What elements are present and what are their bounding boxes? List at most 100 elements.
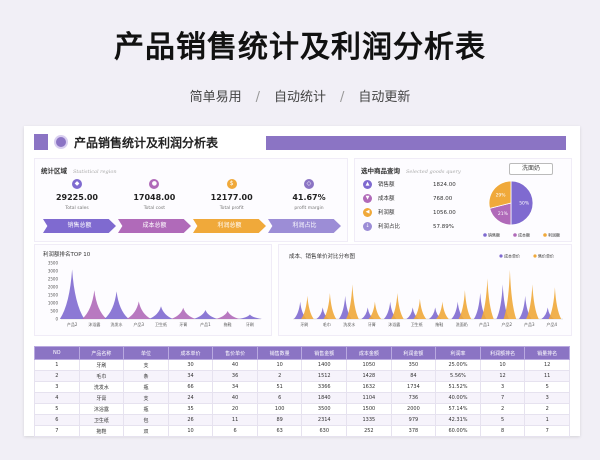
column-header[interactable]: 单位 — [123, 346, 169, 360]
column-header[interactable]: NO — [34, 346, 80, 360]
pie-slice — [510, 180, 534, 226]
table-cell: 拖鞋 — [78, 425, 125, 437]
comparison-bar — [293, 301, 307, 319]
kpi-row: ◆ 29225.00 Total sales ● 17048.00 Total cost $… — [47, 179, 339, 215]
column-header[interactable]: 产品名称 — [78, 346, 125, 360]
x-tick-label: 沐浴露 — [388, 321, 400, 327]
pie-legend-label: 销售额 — [488, 232, 500, 238]
column-header[interactable]: 利润额排名 — [479, 346, 526, 360]
table-cell: 1512 — [301, 370, 348, 382]
x-tick-label: 洗面奶 — [456, 321, 468, 327]
table-cell: 5 — [524, 381, 570, 393]
column-header[interactable]: 销量排名 — [524, 346, 570, 360]
pie-legend-swatch — [483, 233, 487, 237]
profit-ranking-chart: 利润额排名TOP 10 0 500 1000 1500 2000 2500 3000 3500 产… — [43, 250, 263, 327]
table-cell: 51.52% — [435, 381, 481, 393]
table-cell: 4 — [34, 392, 80, 404]
comparison-bar — [481, 278, 494, 319]
table-cell: 24 — [167, 392, 214, 404]
comparison-bar — [391, 293, 404, 319]
table-cell: 沐浴露 — [78, 403, 125, 415]
column-header[interactable]: 销售数量 — [256, 346, 303, 360]
product-select[interactable]: 洗面奶 — [509, 163, 553, 175]
table-cell: 瓶 — [123, 403, 169, 415]
comparison-bar — [503, 269, 517, 319]
kpi-value: 41.67% — [292, 193, 326, 202]
comparison-bar — [458, 290, 472, 319]
kpi-label: Total profit — [219, 206, 244, 211]
x-tick-label: 产品2 — [501, 321, 512, 327]
x-tick-label: 洗发水 — [111, 321, 123, 327]
column-header[interactable]: 利润金额 — [390, 346, 437, 360]
table-row: 1 牙刷支 30 40 10 1400 1050 350 25.00% 10 12 — [34, 359, 570, 371]
x-tick-label: 洗发水 — [343, 321, 355, 327]
legend-label: 成本单价 — [504, 253, 520, 259]
pie-legend-label: 利润额 — [548, 232, 560, 238]
stats-title: 统计区域 Statistical region — [41, 167, 117, 175]
table-cell: 1632 — [346, 381, 392, 393]
y-tick-label: 1000 — [48, 301, 59, 306]
query-row-icon: ▼ — [363, 194, 372, 203]
table-cell: 1734 — [390, 381, 437, 393]
query-row: ▲ 销售额 1824.00 — [363, 179, 473, 193]
table-cell: 26 — [167, 414, 214, 426]
kpi-arrows: 销售总额 成本总额 利润总额 利润占比 — [43, 219, 341, 233]
table-body: 1 牙刷支 30 40 10 1400 1050 350 25.00% 10 12 2 毛巾条 34 36 2… — [34, 359, 570, 437]
table-cell: 1400 — [301, 359, 348, 371]
pie-label: 29% — [496, 192, 507, 198]
x-tick-label: 拖鞋 — [224, 321, 232, 327]
column-header[interactable]: 成本金额 — [346, 346, 392, 360]
coin-icon: $ — [226, 179, 237, 189]
table-cell: 63 — [256, 425, 303, 437]
table-cell: 3500 — [301, 403, 348, 415]
table-cell: 51 — [256, 381, 303, 393]
query-row-value: 1056.00 — [433, 210, 456, 216]
y-tick-label: 2000 — [48, 285, 59, 290]
table-cell: 5 — [479, 414, 526, 426]
y-tick-label: 3000 — [48, 269, 59, 274]
ranking-bar — [126, 301, 151, 319]
query-row-label: 销售额 — [378, 182, 395, 188]
table-cell: 3 — [34, 381, 80, 393]
column-header[interactable]: 成本单价 — [167, 346, 214, 360]
column-header[interactable]: 销售金额 — [301, 346, 348, 360]
comparison-bar — [413, 298, 427, 319]
table-cell: 1050 — [346, 359, 392, 371]
feature-tags: 简单易用 / 自动统计 / 自动更新 — [0, 86, 600, 105]
column-header[interactable]: 利润率 — [435, 346, 481, 360]
table-cell: 洗发水 — [78, 381, 125, 393]
ranking-bar — [193, 310, 218, 319]
table-cell: 40 — [212, 359, 258, 371]
table-cell: 12 — [479, 370, 526, 382]
table-cell: 1500 — [346, 403, 392, 415]
kpi-arrow-0: 销售总额 — [43, 219, 116, 233]
kpi-value: 29225.00 — [55, 193, 98, 202]
table-cell: 条 — [123, 370, 169, 382]
table-cell: 979 — [390, 414, 437, 426]
table-cell: 包 — [123, 414, 169, 426]
table-cell: 2 — [256, 370, 303, 382]
table-header-row: NO 产品名称 单位 成本单价 售价单价 销售数量 销售金额 成本金额 利润金额 利润率 利润额排名… — [34, 346, 570, 360]
x-tick-label: 卫生纸 — [411, 321, 423, 327]
x-tick-label: 拖鞋 — [435, 321, 443, 327]
table-cell: 1428 — [346, 370, 392, 382]
x-tick-label: 产品3 — [524, 321, 535, 327]
table-row: 4 牙膏支 24 40 6 1840 1104 736 40.00% 7 3 — [34, 392, 570, 404]
x-tick-label: 产品2 — [67, 321, 78, 327]
query-row-value: 768.00 — [433, 196, 453, 202]
table-cell: 3 — [524, 392, 570, 404]
column-header[interactable]: 售价单价 — [212, 346, 258, 360]
query-row-icon: ↓ — [363, 222, 372, 231]
query-row: ◀ 利润额 1056.00 — [363, 207, 473, 221]
ranking-bar — [82, 290, 107, 319]
table-cell: 7 — [479, 392, 526, 404]
kpi-arrow-1: 成本总额 — [118, 219, 191, 233]
legend-swatch — [533, 254, 537, 258]
pie-label: 21% — [498, 211, 509, 217]
table-cell: 34 — [167, 370, 214, 382]
table-cell: 1104 — [346, 392, 392, 404]
query-panel: 选中商品查询 Selected goods query 洗面奶 ▲ 销售额 1824.… — [354, 158, 572, 242]
table-cell: 630 — [301, 425, 348, 437]
table-row: 2 毛巾条 34 36 2 1512 1428 84 5.56% 12 11 — [34, 370, 570, 382]
table-cell: 36 — [212, 370, 258, 382]
